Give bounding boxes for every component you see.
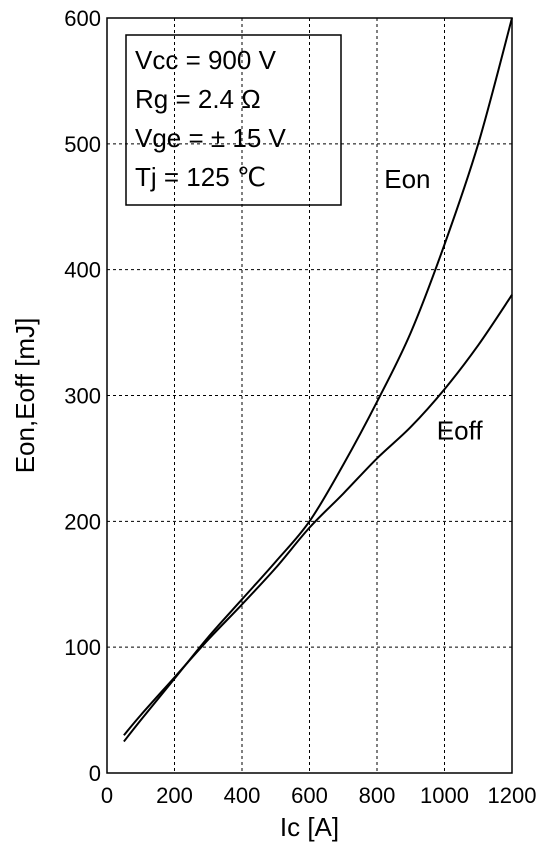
grid-lines [107, 18, 512, 773]
x-tick-label: 600 [291, 783, 328, 808]
series-line-eoff [123, 294, 513, 736]
x-tick-labels: 0 200 400 600 800 1000 1200 [101, 783, 537, 808]
y-axis-title: Eon,Eoff [mJ] [10, 318, 40, 474]
x-axis-title: Ic [A] [280, 812, 339, 842]
x-tick-label: 200 [156, 783, 193, 808]
series-labels: Eon Eoff [384, 164, 483, 446]
y-tick-label: 300 [64, 384, 101, 409]
x-tick-label: 800 [359, 783, 396, 808]
condition-text: Vge = ± 15 V [135, 123, 287, 153]
x-tick-label: 0 [101, 783, 113, 808]
x-tick-label: 1000 [420, 783, 469, 808]
condition-text: Vcc = 900 V [135, 45, 277, 75]
plot-frame [106, 17, 513, 774]
conditions-box: Vcc = 900 V Rg = 2.4 Ω Vge = ± 15 V Tj = 12… [125, 34, 342, 206]
conditions-box-frame [125, 34, 342, 206]
series-label-eoff: Eoff [437, 416, 484, 446]
condition-text: Tj = 125 ℃ [135, 162, 266, 192]
x-tick-label: 1200 [488, 783, 537, 808]
x-tick-label: 400 [224, 783, 261, 808]
condition-text: Rg = 2.4 Ω [135, 84, 261, 114]
y-tick-label: 400 [64, 258, 101, 283]
y-tick-labels: 0 100 200 300 400 500 600 [64, 6, 101, 786]
y-tick-label: 500 [64, 132, 101, 157]
y-tick-label: 200 [64, 509, 101, 534]
y-tick-label: 600 [64, 6, 101, 31]
y-tick-label: 0 [89, 761, 101, 786]
series-curves [123, 17, 513, 743]
series-label-eon: Eon [384, 164, 430, 194]
y-tick-label: 100 [64, 635, 101, 660]
